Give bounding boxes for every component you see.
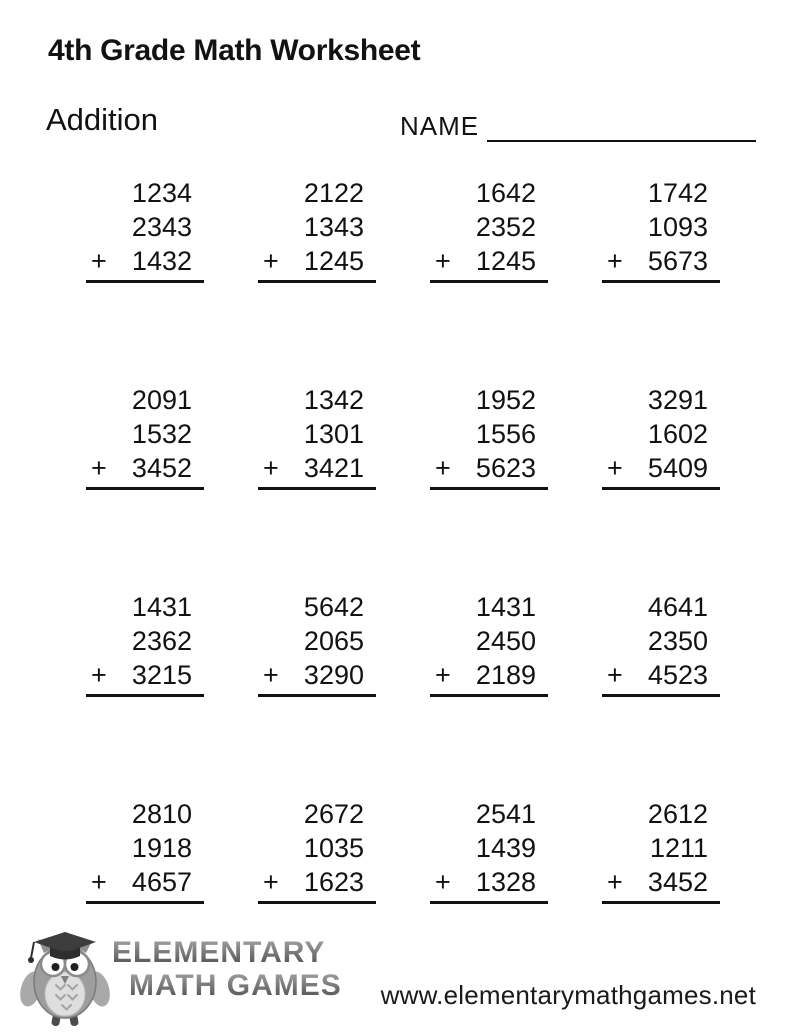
addend-2: 2450: [475, 626, 536, 656]
plus-operator: +: [263, 660, 279, 690]
addend-2: 1093: [647, 212, 708, 242]
addend-2: 1532: [131, 419, 192, 449]
addend-1: 1234: [131, 178, 192, 208]
addend-1: 1742: [647, 178, 708, 208]
addend-1: 2541: [475, 799, 536, 829]
addend-1: 1342: [303, 385, 364, 415]
addend-2: 1301: [303, 419, 364, 449]
addend-2: 1211: [649, 833, 708, 863]
addend-3: 1623: [303, 867, 364, 897]
addition-problem: 4641 2350 + 4523: [602, 590, 720, 697]
addend-3: 3452: [131, 453, 192, 483]
plus-operator: +: [263, 453, 279, 483]
addend-3: 1245: [303, 246, 364, 276]
plus-operator: +: [607, 660, 623, 690]
addend-1: 1431: [475, 592, 536, 622]
addend-2: 2350: [647, 626, 708, 656]
addition-problem: 1642 2352 + 1245: [430, 176, 548, 283]
plus-operator: +: [91, 453, 107, 483]
plus-operator: +: [91, 660, 107, 690]
logo-wordmark: ELEMENTARY MATH GAMES: [112, 936, 342, 1002]
addend-1: 1642: [475, 178, 536, 208]
addition-problem: 2541 1439 + 1328: [430, 797, 548, 904]
addend-1: 3291: [647, 385, 708, 415]
plus-operator: +: [435, 660, 451, 690]
addition-problem: 2810 1918 + 4657: [86, 797, 204, 904]
addend-2: 2362: [131, 626, 192, 656]
plus-operator: +: [435, 453, 451, 483]
section-heading: Addition: [46, 102, 159, 137]
plus-operator: +: [435, 246, 451, 276]
addend-3: 3290: [303, 660, 364, 690]
addend-1: 2810: [131, 799, 192, 829]
addend-1: 2612: [647, 799, 708, 829]
addition-problem: 5642 2065 + 3290: [258, 590, 376, 697]
addition-problem: 1431 2450 + 2189: [430, 590, 548, 697]
addend-2: 1343: [303, 212, 364, 242]
addend-3: 5673: [647, 246, 708, 276]
name-blank-line: [487, 106, 756, 142]
plus-operator: +: [91, 246, 107, 276]
addend-3: 3421: [303, 453, 364, 483]
addition-problem: 2612 1211 + 3452: [602, 797, 720, 904]
addend-3: 2189: [475, 660, 536, 690]
addend-1: 2672: [303, 799, 364, 829]
addend-3: 5623: [475, 453, 536, 483]
addend-2: 2065: [303, 626, 364, 656]
addend-2: 1602: [647, 419, 708, 449]
addend-3: 1245: [475, 246, 536, 276]
addition-problem: 2122 1343 + 1245: [258, 176, 376, 283]
addend-3: 3452: [647, 867, 708, 897]
plus-operator: +: [91, 867, 107, 897]
plus-operator: +: [435, 867, 451, 897]
addend-1: 2122: [303, 178, 364, 208]
addend-3: 5409: [647, 453, 708, 483]
plus-operator: +: [607, 867, 623, 897]
addend-2: 2352: [475, 212, 536, 242]
page-title: 4th Grade Math Worksheet: [48, 34, 421, 67]
addend-1: 2091: [131, 385, 192, 415]
addition-problem: 1431 2362 + 3215: [86, 590, 204, 697]
name-label: NAME: [400, 111, 480, 141]
plus-operator: +: [607, 246, 623, 276]
name-field: NAME: [400, 106, 756, 142]
addend-1: 1431: [131, 592, 192, 622]
addend-3: 4523: [647, 660, 708, 690]
addition-problem: 2672 1035 + 1623: [258, 797, 376, 904]
logo-line-1: ELEMENTARY: [112, 936, 342, 969]
addend-3: 3215: [131, 660, 192, 690]
addend-1: 4641: [647, 592, 708, 622]
owl-graduation-cap-icon: [14, 926, 116, 1033]
addition-problem: 3291 1602 + 5409: [602, 383, 720, 490]
plus-operator: +: [263, 867, 279, 897]
addition-problem: 1742 1093 + 5673: [602, 176, 720, 283]
website-url: www.elementarymathgames.net: [380, 980, 756, 1010]
plus-operator: +: [607, 453, 623, 483]
addend-3: 4657: [131, 867, 192, 897]
addition-problem: 1952 1556 + 5623: [430, 383, 548, 490]
problems-grid: 1234 2343 + 1432 2122 1343 + 1245 1642 2…: [86, 176, 720, 904]
addition-problem: 1342 1301 + 3421: [258, 383, 376, 490]
logo-line-2: MATH GAMES: [129, 969, 342, 1002]
addend-2: 1439: [475, 833, 536, 863]
addend-3: 1328: [475, 867, 536, 897]
plus-operator: +: [263, 246, 279, 276]
addend-2: 1556: [475, 419, 536, 449]
addition-problem: 1234 2343 + 1432: [86, 176, 204, 283]
addend-3: 1432: [131, 246, 192, 276]
addend-2: 2343: [131, 212, 192, 242]
addend-2: 1918: [131, 833, 192, 863]
addend-1: 5642: [303, 592, 364, 622]
addend-1: 1952: [475, 385, 536, 415]
addition-problem: 2091 1532 + 3452: [86, 383, 204, 490]
addend-2: 1035: [303, 833, 364, 863]
